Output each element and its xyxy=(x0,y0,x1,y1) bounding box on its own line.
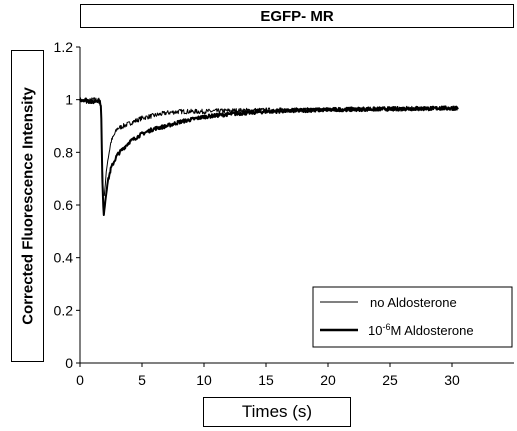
x-axis-label: Times (s) xyxy=(203,397,351,427)
legend: no Aldosterone 10-6M Aldosterone xyxy=(312,286,513,348)
legend-box xyxy=(312,286,513,348)
x-tick-label: 20 xyxy=(320,372,336,388)
x-tick-label: 15 xyxy=(258,372,274,388)
y-tick-label: 0 xyxy=(65,355,73,371)
legend-label-no-aldosterone: no Aldosterone xyxy=(370,295,457,310)
x-tick-label: 0 xyxy=(76,372,84,388)
x-tick-label: 25 xyxy=(382,372,398,388)
x-tick-label: 10 xyxy=(196,372,212,388)
legend-label-aldosterone: 10-6M Aldosterone xyxy=(368,322,474,338)
series-line-aldosterone xyxy=(79,97,459,217)
y-tick-label: 0.8 xyxy=(54,144,74,160)
y-tick-label: 1.2 xyxy=(54,39,74,55)
y-tick-label: 1 xyxy=(65,92,73,108)
y-axis-label-box: Corrected Fluorescence Intensity xyxy=(11,50,44,362)
y-tick-label: 0.6 xyxy=(54,197,74,213)
y-tick-label: 0.2 xyxy=(54,302,74,318)
x-tick-label: 5 xyxy=(138,372,146,388)
chart-series xyxy=(79,97,459,217)
chart-ticks: 0 0.2 0.4 0.6 0.8 1 1.2 0 5 10 15 20 25 30 xyxy=(54,39,460,388)
y-tick-label: 0.4 xyxy=(54,250,74,266)
chart-title: EGFP- MR xyxy=(80,4,514,28)
x-tick-label: 30 xyxy=(444,372,460,388)
